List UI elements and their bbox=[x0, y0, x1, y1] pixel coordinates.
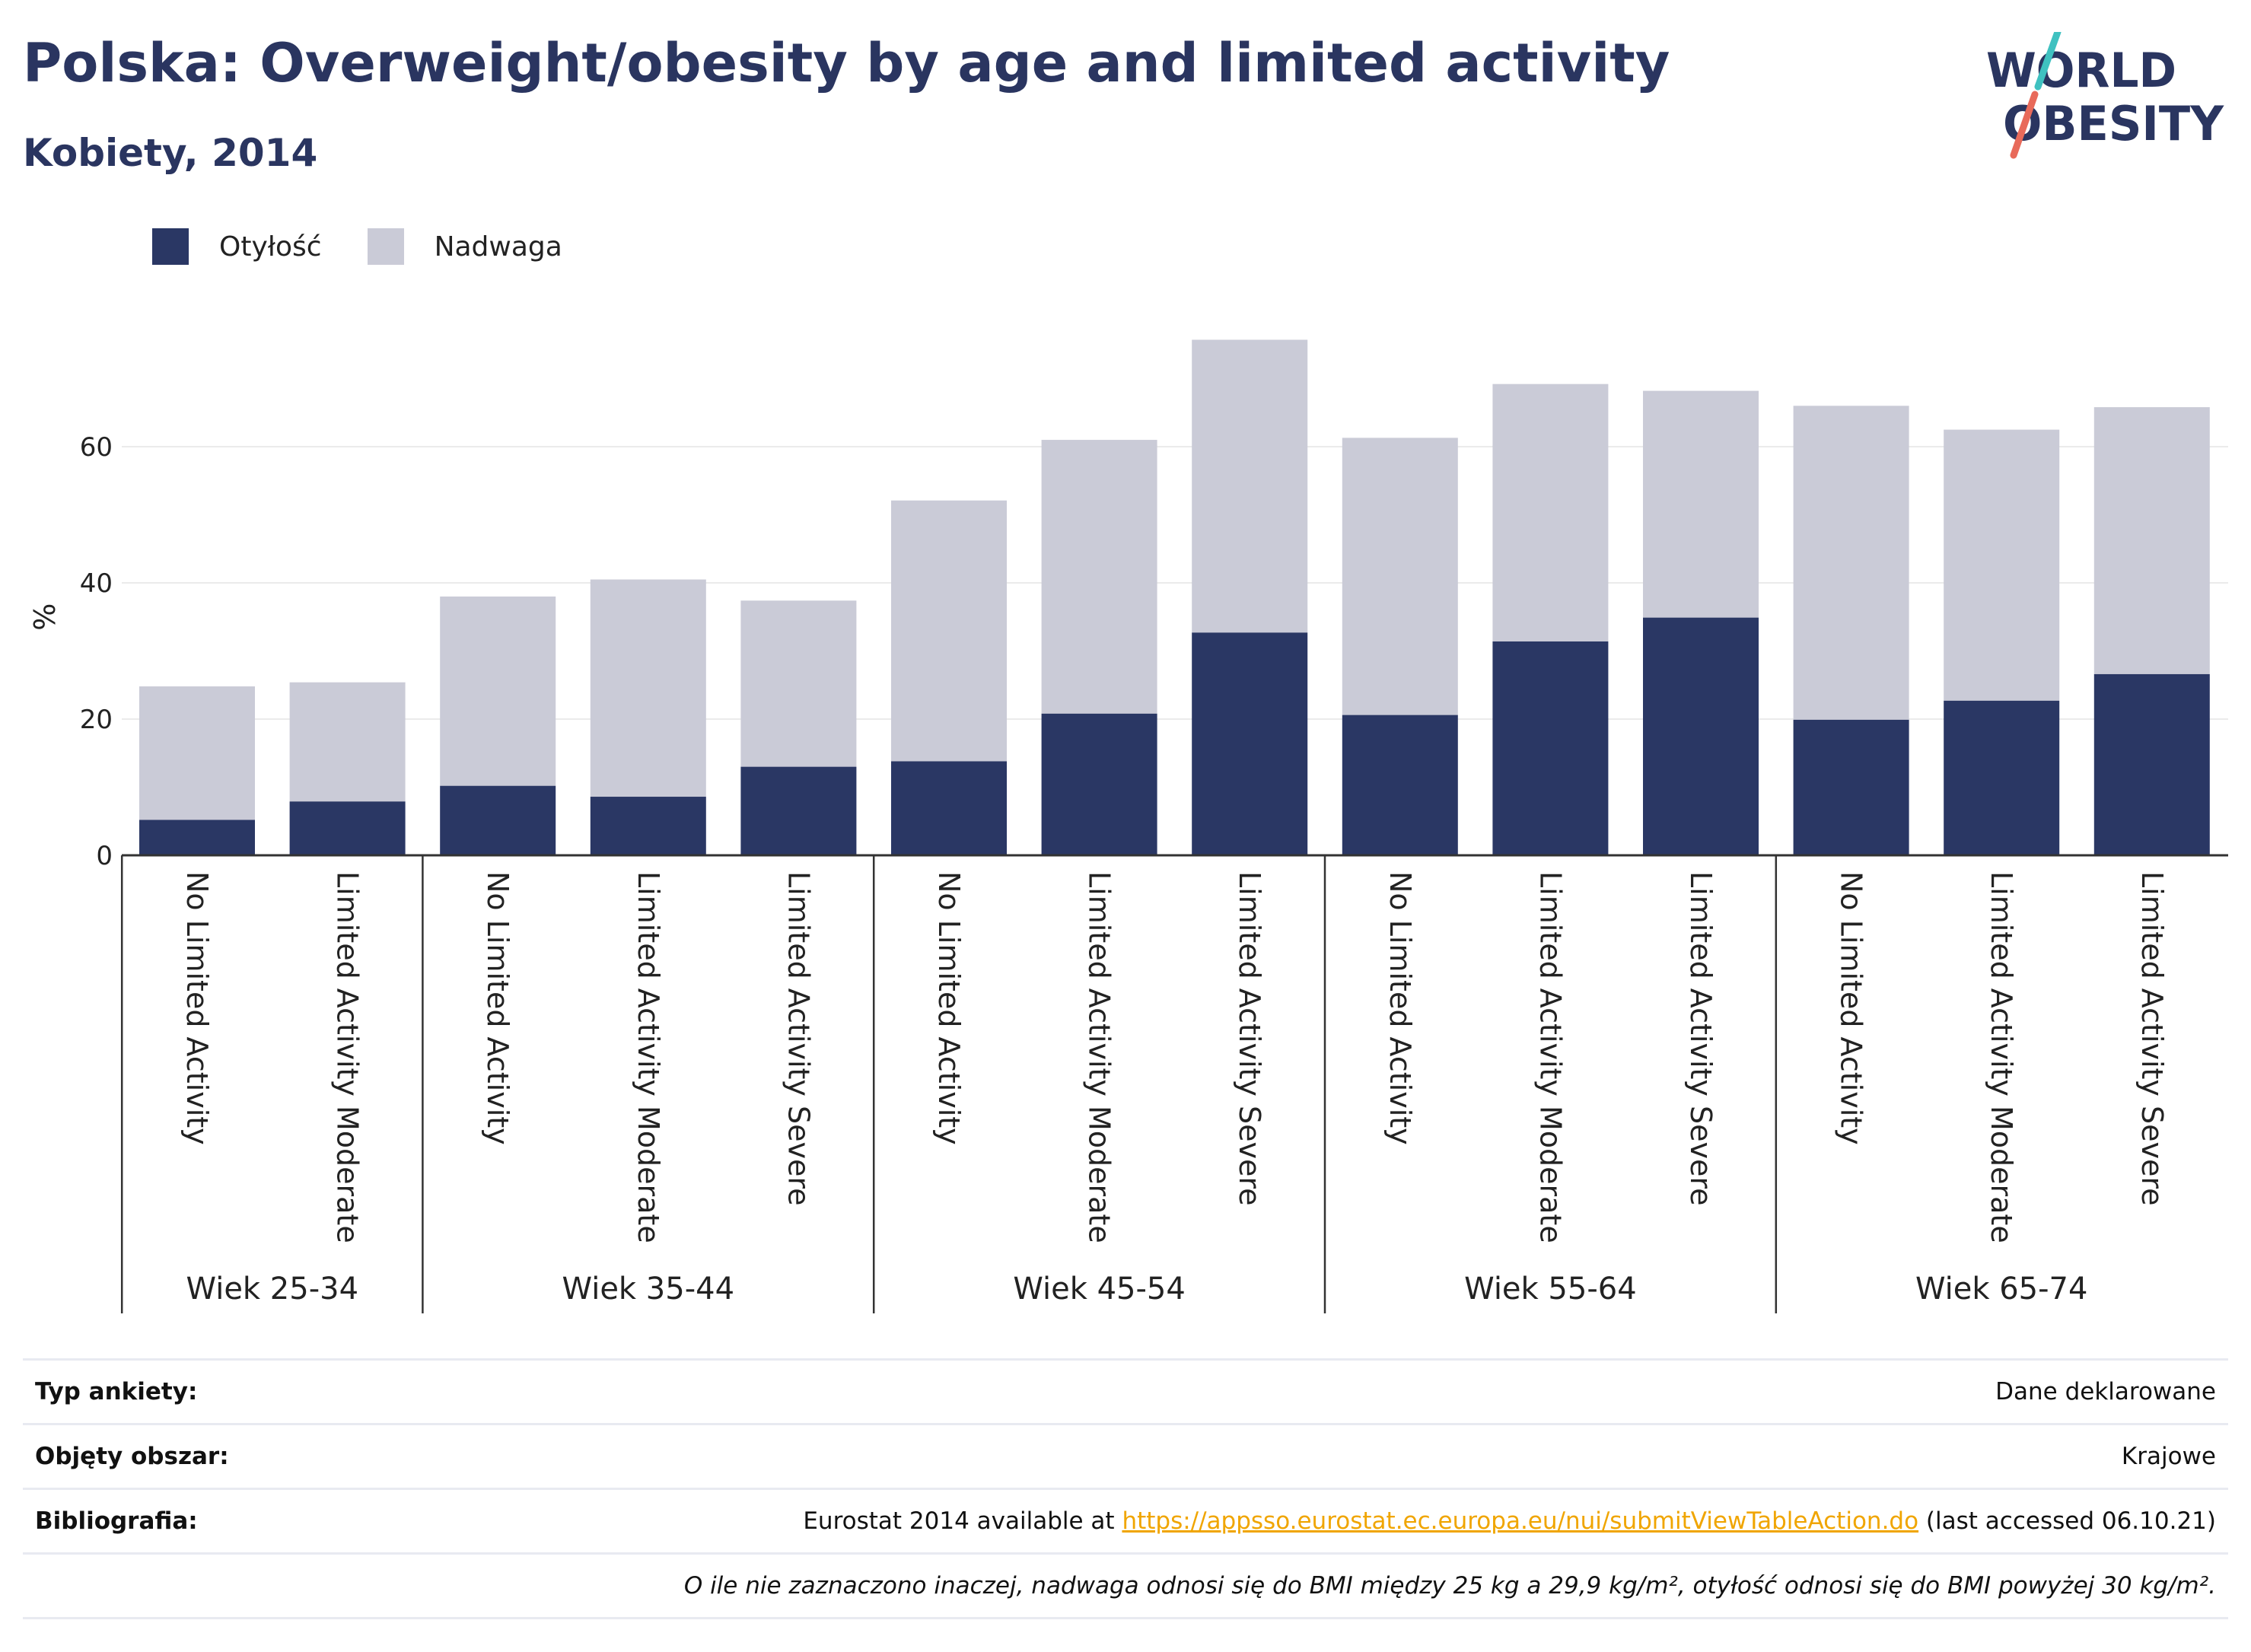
bar-overweight-3 bbox=[590, 579, 706, 797]
x-tick-label-0: No Limited Activity bbox=[180, 871, 214, 1145]
logo-slash-red bbox=[2010, 91, 2039, 159]
bar-overweight-2 bbox=[440, 596, 556, 786]
bibliography-suffix: (last accessed 06.10.21) bbox=[1918, 1507, 2216, 1535]
area-value: Krajowe bbox=[2121, 1443, 2216, 1470]
bar-overweight-1 bbox=[289, 682, 406, 802]
group-label-2: Wiek 45-54 bbox=[1013, 1272, 1186, 1307]
legend-item-overweight[interactable]: Nadwaga bbox=[367, 228, 562, 265]
bar-overweight-8 bbox=[1342, 438, 1458, 715]
x-tick-label-9: Limited Activity Moderate bbox=[1533, 871, 1567, 1243]
bar-obesity-6 bbox=[1041, 713, 1157, 855]
x-tick-label-3: Limited Activity Moderate bbox=[632, 871, 665, 1243]
chart-subtitle: Kobiety, 2014 bbox=[23, 131, 318, 175]
x-tick-label-13: Limited Activity Severe bbox=[2135, 871, 2169, 1206]
x-tick-label-1: Limited Activity Moderate bbox=[331, 871, 365, 1243]
bibliography-link[interactable]: https://appsso.eurostat.ec.europa.eu/nui… bbox=[1122, 1507, 1919, 1535]
bar-overweight-9 bbox=[1492, 384, 1609, 641]
group-label-3: Wiek 55-64 bbox=[1464, 1272, 1637, 1307]
bar-obesity-11 bbox=[1793, 719, 1909, 855]
bar-obesity-5 bbox=[891, 761, 1007, 855]
x-tick-label-4: Limited Activity Severe bbox=[782, 871, 815, 1206]
bar-obesity-10 bbox=[1643, 617, 1759, 855]
group-label-0: Wiek 25-34 bbox=[186, 1272, 359, 1307]
info-row-area: Objęty obszar: Krajowe bbox=[23, 1423, 2228, 1488]
info-row-note: O ile nie zaznaczono inaczej, nadwaga od… bbox=[23, 1552, 2228, 1619]
bar-overweight-0 bbox=[139, 686, 255, 820]
bar-overweight-11 bbox=[1793, 406, 1909, 720]
bar-overweight-13 bbox=[2093, 407, 2210, 674]
info-row-bibliography: Bibliografia: Eurostat 2014 available at… bbox=[23, 1488, 2228, 1552]
bibliography-label: Bibliografia: bbox=[35, 1507, 198, 1535]
info-table: Typ ankiety: Dane deklarowane Objęty obs… bbox=[23, 1358, 2228, 1619]
x-tick-label-5: No Limited Activity bbox=[932, 871, 966, 1145]
logo-line2: OBESITY bbox=[2003, 96, 2224, 151]
bibliography-value: Eurostat 2014 available at https://appss… bbox=[803, 1507, 2228, 1535]
bar-overweight-4 bbox=[740, 600, 857, 767]
x-tick-label-10: Limited Activity Severe bbox=[1684, 871, 1718, 1206]
bar-overweight-6 bbox=[1041, 440, 1157, 714]
legend-item-obesity[interactable]: Otyłość bbox=[152, 228, 322, 265]
y-tick-label-60: 60 bbox=[80, 432, 113, 463]
legend-swatch-obesity bbox=[152, 228, 189, 265]
area-label: Objęty obszar: bbox=[35, 1443, 229, 1470]
y-tick-label-40: 40 bbox=[80, 568, 113, 599]
bar-obesity-13 bbox=[2093, 673, 2210, 855]
bar-obesity-2 bbox=[440, 785, 556, 855]
bar-overweight-7 bbox=[1192, 339, 1308, 633]
bar-obesity-9 bbox=[1492, 641, 1609, 855]
bar-obesity-8 bbox=[1342, 715, 1458, 855]
bar-obesity-1 bbox=[289, 801, 406, 855]
legend-label-obesity: Otyłość bbox=[219, 231, 322, 263]
bar-overweight-5 bbox=[891, 500, 1007, 762]
x-tick-label-11: No Limited Activity bbox=[1835, 871, 1868, 1145]
legend-label-overweight: Nadwaga bbox=[434, 231, 562, 263]
y-tick-label-0: 0 bbox=[96, 841, 113, 871]
chart-title: Polska: Overweight/obesity by age and li… bbox=[23, 32, 1670, 94]
bar-obesity-0 bbox=[139, 820, 255, 855]
bibliography-prefix: Eurostat 2014 available at bbox=[803, 1507, 1122, 1535]
bar-chart: 0 20 40 60% No Limited Activity Limited Activ… bbox=[28, 339, 2228, 1313]
y-tick-label-20: 20 bbox=[80, 705, 113, 735]
bar-overweight-12 bbox=[1944, 429, 2060, 701]
bar-obesity-12 bbox=[1944, 700, 2060, 855]
y-axis-label: % bbox=[28, 603, 62, 631]
logo-slash-teal bbox=[2034, 32, 2062, 91]
group-label-1: Wiek 35-44 bbox=[562, 1272, 735, 1307]
bar-obesity-7 bbox=[1192, 632, 1308, 855]
legend-swatch-overweight bbox=[367, 228, 404, 265]
bar-obesity-4 bbox=[740, 766, 857, 855]
x-tick-label-8: No Limited Activity bbox=[1383, 871, 1417, 1145]
x-tick-label-6: Limited Activity Moderate bbox=[1083, 871, 1116, 1243]
bar-obesity-3 bbox=[590, 797, 706, 855]
group-label-4: Wiek 65-74 bbox=[1915, 1272, 2088, 1307]
survey-type-label: Typ ankiety: bbox=[35, 1378, 198, 1405]
logo-line1: WORLD bbox=[1986, 43, 2176, 98]
x-tick-label-7: Limited Activity Severe bbox=[1233, 871, 1266, 1206]
info-row-survey: Typ ankiety: Dane deklarowane bbox=[23, 1358, 2228, 1423]
world-obesity-logo: WORLD OBESITY bbox=[1986, 32, 2224, 159]
x-tick-label-12: Limited Activity Moderate bbox=[1985, 871, 2018, 1243]
chart-legend: Otyłość Nadwaga bbox=[152, 227, 608, 266]
definition-note: O ile nie zaznaczono inaczej, nadwaga od… bbox=[683, 1572, 2216, 1599]
bar-overweight-10 bbox=[1643, 390, 1759, 618]
x-tick-label-2: No Limited Activity bbox=[481, 871, 514, 1145]
survey-type-value: Dane deklarowane bbox=[1995, 1378, 2216, 1405]
